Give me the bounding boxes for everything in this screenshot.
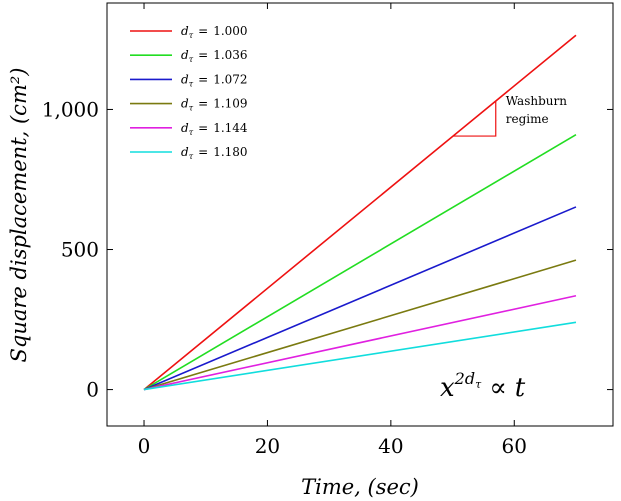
plot-frame	[106, 2, 614, 427]
x-tick-label: 20	[255, 434, 280, 458]
formula-exponent: 2d	[454, 369, 475, 388]
y-axis-title: Square displacement, (cm²)	[7, 68, 31, 363]
formula-rhs: t	[515, 373, 526, 403]
series-line	[143, 34, 577, 391]
washburn-slope-marker	[452, 101, 497, 137]
x-axis-title: Time, (sec)	[301, 475, 419, 499]
series-line	[143, 294, 577, 391]
series-line	[143, 259, 577, 391]
legend-entry: dτ = 1.144	[181, 121, 248, 137]
x-tick-label: 60	[502, 434, 527, 458]
formula-relation: ∝	[489, 373, 507, 403]
x-tick-label: 0	[138, 434, 151, 458]
series-line	[143, 321, 577, 391]
legend-entry: dτ = 1.036	[181, 48, 248, 64]
formula-base: x	[440, 373, 455, 403]
y-tick-label: 1,000	[42, 97, 99, 121]
x-tick-label: 40	[378, 434, 403, 458]
y-tick-label: 500	[61, 238, 99, 262]
annotation-line1: Washburn	[506, 94, 567, 108]
series-line	[143, 133, 577, 391]
y-tick-label: 0	[86, 378, 99, 402]
legend-entry: dτ = 1.180	[181, 145, 248, 161]
annotation-line2: regime	[506, 112, 549, 126]
formula: x2dτ ∝ t	[440, 369, 526, 403]
legend-entry: dτ = 1.109	[181, 97, 248, 113]
series-line	[143, 206, 577, 391]
legend-entry: dτ = 1.000	[181, 24, 248, 40]
formula-exponent-subscript: τ	[475, 378, 482, 391]
legend-entry: dτ = 1.072	[181, 72, 248, 88]
